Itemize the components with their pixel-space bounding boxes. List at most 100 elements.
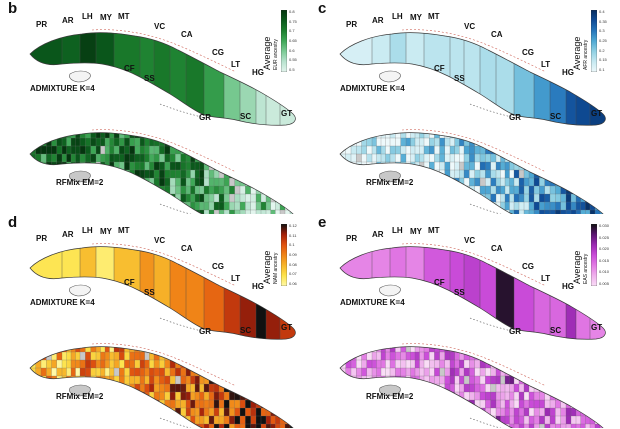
municipality-cell xyxy=(119,201,125,211)
municipality-cell xyxy=(395,193,402,203)
municipality-cell xyxy=(85,193,92,203)
municipality-cell xyxy=(539,367,546,377)
municipality-cell xyxy=(444,132,451,139)
municipality-cell xyxy=(518,415,525,425)
municipality-cell xyxy=(385,193,391,203)
municipality-cell xyxy=(169,407,176,417)
admixture-map xyxy=(29,29,296,126)
municipality-cell xyxy=(549,383,556,393)
municipality-cell xyxy=(429,169,435,179)
municipality-cell xyxy=(429,383,435,393)
municipality-cell xyxy=(245,201,252,211)
municipality-cell xyxy=(239,346,246,353)
municipality-cell xyxy=(454,161,460,171)
municipality-cell xyxy=(56,415,63,425)
legend-color-bar xyxy=(591,10,597,72)
municipality-cell xyxy=(454,383,460,393)
municipality-cell xyxy=(260,423,267,428)
municipality-cell xyxy=(203,423,210,428)
municipality-cell xyxy=(528,185,535,195)
municipality-cell xyxy=(223,351,230,361)
municipality-cell xyxy=(30,132,31,139)
municipality-cell xyxy=(429,351,435,361)
municipality-cell xyxy=(159,161,166,171)
municipality-cell xyxy=(75,153,81,163)
municipality-cell xyxy=(149,399,155,409)
municipality-cell xyxy=(275,201,281,211)
municipality-cell xyxy=(270,415,276,425)
municipality-cell xyxy=(104,423,110,428)
municipality-cell xyxy=(330,424,336,428)
municipality-cell xyxy=(153,367,160,377)
municipality-cell xyxy=(589,351,596,361)
municipality-cell xyxy=(270,209,276,214)
province-label-vc: VC xyxy=(464,22,476,31)
municipality-cell xyxy=(164,423,171,428)
municipality-cell xyxy=(410,193,416,203)
municipality-cell xyxy=(46,375,52,385)
legend-tick-label: 0.75 xyxy=(289,18,297,24)
municipality-cell xyxy=(134,137,141,147)
municipality-cell xyxy=(414,132,420,139)
municipality-cell xyxy=(134,415,141,425)
municipality-cell xyxy=(599,193,606,203)
municipality-cell xyxy=(490,391,497,401)
municipality-cell xyxy=(234,137,241,147)
municipality-cell xyxy=(444,153,451,163)
municipality-cell xyxy=(199,351,205,361)
municipality-cell xyxy=(589,407,596,417)
municipality-cell xyxy=(594,383,601,393)
municipality-cell xyxy=(250,346,257,353)
municipality-cell xyxy=(495,346,501,353)
municipality-cell xyxy=(20,384,26,392)
municipality-cell xyxy=(405,367,411,377)
municipality-cell xyxy=(75,185,81,195)
municipality-cell xyxy=(340,407,341,417)
municipality-cell xyxy=(294,375,296,385)
province-label-lh: LH xyxy=(82,12,93,21)
municipality-cell xyxy=(255,415,262,425)
municipality-cell xyxy=(265,185,272,195)
municipality-cell xyxy=(549,351,556,361)
municipality-cell xyxy=(40,359,47,369)
municipality-cell xyxy=(294,161,296,171)
municipality-cell xyxy=(95,423,101,428)
province-label-mt: MT xyxy=(428,12,440,21)
municipality-cell xyxy=(504,169,510,179)
municipality-cell xyxy=(169,161,176,171)
municipality-cell xyxy=(275,375,281,385)
municipality-cell xyxy=(203,391,210,401)
municipality-cell xyxy=(594,161,601,171)
municipality-cell xyxy=(223,161,230,171)
municipality-cell xyxy=(109,193,115,203)
southern-keys xyxy=(159,103,206,119)
municipality-cell xyxy=(61,407,67,417)
municipality-cell xyxy=(376,185,382,195)
legend-subtitle: NAM ancestry xyxy=(273,252,279,284)
municipality-cell xyxy=(490,351,497,361)
municipality-cell xyxy=(85,423,92,428)
municipality-cell xyxy=(565,132,572,139)
municipality-cell xyxy=(239,132,246,139)
municipality-cell xyxy=(340,161,341,171)
municipality-cell xyxy=(570,201,577,211)
municipality-cell xyxy=(570,351,577,361)
municipality-cell xyxy=(395,399,402,409)
municipality-cell xyxy=(560,161,567,171)
municipality-cell xyxy=(604,415,606,425)
municipality-cell xyxy=(345,391,352,401)
municipality-cell xyxy=(410,407,416,417)
municipality-cell xyxy=(159,153,166,163)
municipality-cell xyxy=(405,185,411,195)
municipality-cell xyxy=(139,359,146,369)
municipality-cell xyxy=(129,351,136,361)
province-region-hg xyxy=(549,32,567,126)
municipality-cell xyxy=(175,415,182,425)
municipality-cell xyxy=(380,132,386,139)
municipality-cell xyxy=(340,201,347,211)
municipality-cell xyxy=(203,201,210,211)
municipality-cell xyxy=(279,153,286,163)
province-region-lt xyxy=(223,32,241,126)
municipality-cell xyxy=(180,375,187,385)
